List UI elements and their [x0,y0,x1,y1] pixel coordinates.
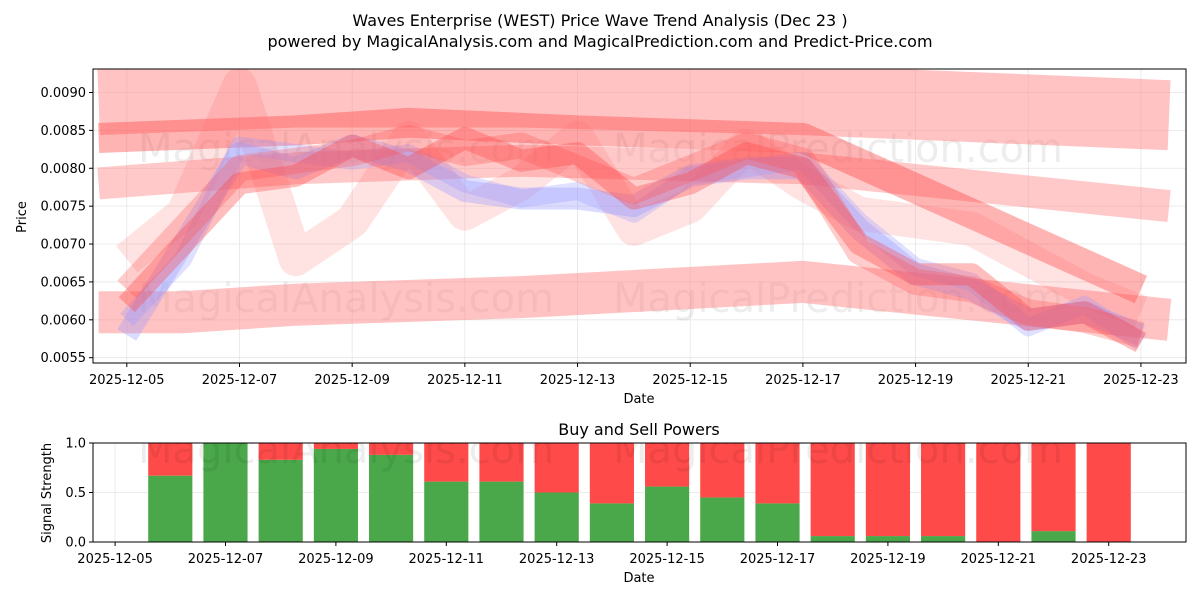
sell-bar [645,443,690,487]
series-line [120,136,1146,350]
series-line [97,144,1171,223]
buy-bar [534,492,579,542]
y-tick-label: 0.0055 [41,351,87,366]
sell-bar [700,443,745,498]
x-tick-label: 2025-12-17 [740,552,816,567]
x-tick-label: 2025-12-17 [765,373,841,388]
sell-bar [313,443,358,449]
buy-bar [258,459,303,542]
x-tick-label: 2025-12-11 [427,373,503,388]
x-tick-label: 2025-12-21 [961,552,1037,567]
buy-bar [865,536,910,542]
sell-bar [921,443,966,537]
price-x-axis-label: Date [623,392,654,407]
buy-bar [589,503,634,542]
price-series [97,69,1172,353]
y-tick-label: 0.0085 [41,124,87,139]
sell-bar [1086,443,1131,542]
x-tick-label: 2025-12-15 [629,552,705,567]
y-tick-label: 0.0090 [41,86,87,101]
watermark-text: MagicalPrediction.com [613,427,1063,473]
y-tick-label: 1.0 [65,437,86,452]
x-tick-label: 2025-12-19 [850,552,926,567]
y-tick-label: 0.0 [65,536,86,551]
buy-bar [148,475,193,542]
buy-bar [700,497,745,542]
sell-bar [976,443,1021,542]
buy-bar [203,443,248,542]
series-line [97,69,1171,151]
series-line [116,69,1148,328]
sell-bar [589,443,634,504]
x-tick-label: 2025-12-13 [540,373,616,388]
watermark-text: MagicalAnalysis.com [138,126,554,172]
y-tick-label: 0.5 [65,486,86,501]
buy-bar [369,454,414,542]
series-line [117,125,1145,348]
x-tick-label: 2025-12-23 [1071,552,1147,567]
watermark-text: MagicalAnalysis.com [138,427,554,473]
y-tick-label: 0.0075 [41,200,87,215]
y-tick-label: 0.0080 [41,162,87,177]
series-line [98,107,1148,304]
x-tick-label: 2025-12-11 [409,552,485,567]
sell-bar [755,443,800,504]
x-tick-label: 2025-12-07 [202,373,278,388]
sell-bar [479,443,524,482]
x-tick-label: 2025-12-23 [1103,373,1179,388]
buy-sell-title: Buy and Sell Powers [558,420,720,439]
price-x-ticks: 2025-12-05 2025-12-07 2025-12-09 2025-12-11… [89,363,1179,388]
x-tick-label: 2025-12-21 [990,373,1066,388]
price-y-axis-label: Price [15,201,30,233]
x-tick-label: 2025-12-13 [519,552,595,567]
buy-bar [1031,531,1076,542]
y-tick-label: 0.0060 [41,313,87,328]
y-tick-label: 0.0070 [41,238,87,253]
x-tick-label: 2025-12-05 [77,552,153,567]
series-line [98,260,1172,341]
buy-sell-x-axis-label: Date [623,571,654,586]
sell-bar [369,443,414,455]
price-chart: MagicalAnalysis.com MagicalPrediction.co… [15,68,1187,407]
series-line [118,127,1147,353]
buy-bar [313,448,358,542]
price-y-ticks: 0.0055 0.0060 0.0065 0.0070 0.0075 0.0080 0.00… [41,86,93,366]
sell-bar [534,443,579,493]
sell-bar [424,443,469,482]
sell-bar [258,443,303,460]
buy-sell-y-ticks: 0.0 0.5 1.0 [65,437,93,551]
chart-subtitle: powered by MagicalAnalysis.com and Magic… [267,32,932,51]
x-tick-label: 2025-12-05 [89,373,165,388]
buy-sell-chart: Buy and Sell Powers MagicalAnalysis.com … [40,420,1187,586]
x-tick-label: 2025-12-19 [878,373,954,388]
y-tick-label: 0.0065 [41,275,87,290]
price-plot-frame [92,68,1187,364]
buy-sell-y-axis-label: Signal Strength [40,443,55,543]
x-tick-label: 2025-12-07 [188,552,264,567]
sell-bar [1031,443,1076,532]
buy-bar [645,486,690,542]
sell-bar [810,443,855,537]
buy-sell-watermarks: MagicalAnalysis.com MagicalPrediction.co… [138,427,1063,473]
buy-sell-x-ticks: 2025-12-05 2025-12-07 2025-12-09 2025-12-11… [77,542,1146,567]
buy-bar [810,536,855,542]
sell-bar [148,443,193,476]
buy-bar [479,481,524,542]
x-tick-label: 2025-12-09 [314,373,390,388]
buy-bar [755,503,800,542]
buy-bar [921,536,966,542]
series-line [117,134,1146,346]
sell-bar [865,443,910,537]
x-tick-label: 2025-12-09 [298,552,374,567]
x-tick-label: 2025-12-15 [652,373,728,388]
chart-title: Waves Enterprise (WEST) Price Wave Trend… [352,11,847,30]
buy-sell-bars [148,443,1131,542]
buy-bar [424,481,469,542]
